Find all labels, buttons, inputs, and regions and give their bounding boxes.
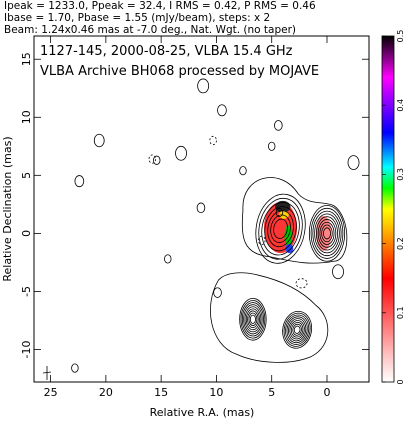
polarized-knot-contour	[273, 218, 288, 239]
core-contour	[315, 216, 339, 251]
southern-knot-contour	[285, 314, 310, 345]
southern-knot-contour	[240, 300, 266, 339]
annotation-line-1: 1127-145, 2000-08-25, VLBA 15.4 GHz	[40, 44, 293, 59]
noise-contour	[197, 78, 210, 94]
core-contour	[317, 219, 337, 248]
noise-contour	[239, 166, 247, 176]
southern-knot-contour	[290, 321, 304, 338]
y-axis: 15 10 5 0 -5 -10	[20, 52, 369, 358]
header-line-1: Ipeak = 1233.0, Ppeak = 32.4, I RMS = 0.…	[4, 0, 316, 12]
southern-knot-contour	[245, 308, 260, 331]
southern-knot-contour	[248, 312, 258, 326]
noise-contour	[274, 120, 283, 131]
header-line-3: Beam: 1.24x0.46 mas at -7.0 deg., Nat. W…	[4, 24, 297, 36]
negative-contour	[258, 235, 266, 245]
x-tick-label: 5	[268, 386, 275, 399]
noise-contour	[275, 207, 284, 218]
noise-contour	[213, 287, 222, 298]
noise-contour	[153, 155, 161, 165]
noise-contour	[71, 363, 79, 373]
y-axis-label: Relative Declination (mas)	[1, 136, 14, 281]
southern-knot-contour	[249, 314, 256, 324]
southern-knot-contour	[283, 312, 311, 347]
x-tick-label: 15	[154, 386, 168, 399]
colorbar-ticks: 0 0.1 0.2 0.3 0.4 0.5	[382, 30, 405, 385]
small-contour	[295, 278, 308, 289]
y-tick-label: 5	[20, 172, 33, 179]
noise-contour	[175, 145, 187, 161]
y-tick-label: -5	[20, 286, 33, 297]
polarized-knot-contour	[261, 202, 300, 256]
plot-frame	[33, 35, 370, 383]
noise-contour	[347, 155, 360, 170]
contour-layer	[71, 78, 360, 373]
noise-contour	[164, 254, 172, 264]
southern-knot-contour	[247, 310, 259, 329]
colorbar-tick-label: 0.1	[396, 306, 405, 319]
noise-contour	[93, 133, 105, 148]
southern-knot-contour	[241, 302, 264, 337]
x-axis-label: Relative R.A. (mas)	[150, 406, 255, 419]
southern-knot-contour	[292, 323, 302, 336]
southern-knot-contour	[282, 310, 313, 349]
core-contour	[319, 221, 335, 245]
noise-contour	[217, 104, 227, 117]
core-contour	[310, 207, 344, 259]
southern-knot-contour	[244, 306, 262, 333]
y-tick-label: -10	[20, 341, 33, 359]
southern-knot-contour	[288, 318, 307, 342]
negative-contour	[209, 135, 217, 146]
core-contour	[321, 224, 333, 243]
x-tick-label: 25	[44, 386, 58, 399]
header-line-2: Ibase = 1.70, Pbase = 1.55 (mJy/beam), s…	[4, 12, 271, 24]
polarized-knot-contour	[264, 206, 297, 252]
x-tick-label: 10	[209, 386, 223, 399]
y-tick-label: 0	[20, 230, 33, 237]
southern-envelope	[210, 272, 329, 363]
southern-knot-contour	[289, 320, 305, 340]
x-tick-label: 0	[323, 386, 330, 399]
core-contour	[308, 205, 346, 262]
x-axis: 25 20 15 10 5 0	[44, 36, 330, 399]
polarized-knot-contour	[267, 210, 294, 248]
colorbar-tick-label: 0.5	[396, 30, 405, 43]
core-contour	[312, 210, 342, 257]
core-contour	[323, 227, 331, 240]
polarization-blue	[285, 243, 294, 254]
y-tick-label: 10	[20, 110, 33, 124]
colorbar-tick-label: 0.2	[396, 237, 405, 250]
noise-contour	[196, 202, 206, 214]
core-contour	[314, 213, 340, 254]
polarized-knot-contour	[258, 197, 303, 260]
colorbar-tick-label: 0.4	[396, 99, 405, 112]
southern-knot-contour	[293, 325, 301, 334]
y-tick-label: 15	[20, 52, 33, 66]
southern-knot-contour	[286, 316, 308, 344]
southern-knot-contour	[239, 298, 267, 341]
small-contour	[332, 264, 344, 280]
polarized-knot-contour	[270, 214, 291, 243]
colorbar-tick-label: 0	[396, 379, 405, 384]
noise-contour	[74, 175, 85, 188]
noise-contour	[267, 141, 276, 151]
annotation-line-2: VLBA Archive BH068 processed by MOJAVE	[40, 64, 319, 79]
x-tick-label: 20	[99, 386, 113, 399]
southern-knot-contour	[243, 304, 263, 335]
colorbar-tick-label: 0.3	[396, 168, 405, 181]
inner-envelope	[241, 177, 348, 264]
beam-marker	[42, 366, 52, 380]
colorbar	[381, 35, 395, 383]
negative-contour	[148, 154, 157, 164]
polarized-knot-contour	[255, 193, 306, 264]
